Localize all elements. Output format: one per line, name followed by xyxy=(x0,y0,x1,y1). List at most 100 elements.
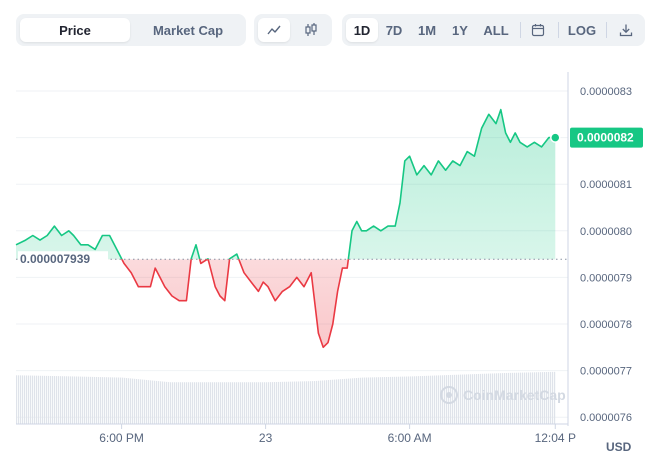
volume-bar xyxy=(206,382,208,424)
volume-bar xyxy=(74,376,76,424)
volume-bar xyxy=(286,381,288,424)
volume-bar xyxy=(162,381,164,424)
volume-bar xyxy=(332,379,334,424)
candlestick-icon xyxy=(305,23,317,36)
log-scale-button[interactable]: LOG xyxy=(567,22,597,38)
price-area xyxy=(16,109,556,348)
volume-bar xyxy=(462,374,464,424)
volume-bar xyxy=(94,376,96,424)
volume-bar xyxy=(200,382,202,424)
volume-bar xyxy=(324,380,326,424)
line-chart-button[interactable] xyxy=(258,18,290,42)
tab-market-cap[interactable]: Market Cap xyxy=(152,22,224,38)
volume-bar xyxy=(312,381,314,424)
volume-bar xyxy=(530,372,532,424)
volume-bar xyxy=(98,377,100,424)
volume-bar xyxy=(106,377,108,424)
candlestick-button[interactable] xyxy=(294,18,328,42)
volume-bar xyxy=(150,380,152,424)
volume-bar xyxy=(498,373,500,424)
price-line-up xyxy=(15,108,556,260)
volume-bar xyxy=(46,375,48,424)
volume-bar xyxy=(100,377,102,424)
volume-bar xyxy=(444,375,446,424)
x-tick-label: 23 xyxy=(259,431,273,445)
volume-bar xyxy=(208,382,210,424)
volume-bar xyxy=(466,374,468,424)
volume-bar xyxy=(346,378,348,424)
volume-bar xyxy=(122,377,124,424)
range-all[interactable]: ALL xyxy=(483,22,509,38)
volume-bar xyxy=(298,381,300,424)
volume-bar xyxy=(504,373,506,424)
volume-bar xyxy=(438,375,440,424)
download-button[interactable] xyxy=(612,18,640,42)
volume-bar xyxy=(528,372,530,424)
volume-bar xyxy=(214,382,216,424)
volume-bar xyxy=(406,376,408,424)
volume-bar xyxy=(548,371,550,424)
volume-bar xyxy=(422,375,424,424)
volume-bar xyxy=(514,372,516,424)
volume-bar xyxy=(478,373,480,424)
volume-bar xyxy=(228,382,230,424)
volume-bar xyxy=(248,382,250,424)
volume-bar xyxy=(264,382,266,424)
volume-bar xyxy=(300,381,302,424)
range-7d[interactable]: 7D xyxy=(385,22,403,38)
volume-bars xyxy=(16,371,556,424)
volume-bar xyxy=(526,372,528,424)
volume-bar xyxy=(402,376,404,424)
volume-bar xyxy=(66,376,68,424)
volume-bar xyxy=(190,382,192,424)
volume-bar xyxy=(408,376,410,424)
volume-bar xyxy=(60,376,62,424)
volume-bar xyxy=(102,377,104,424)
range-1d[interactable]: 1D xyxy=(346,18,378,42)
volume-bar xyxy=(252,382,254,424)
volume-bar xyxy=(70,376,72,424)
volume-bar xyxy=(426,375,428,424)
volume-bar xyxy=(450,374,452,424)
volume-bar xyxy=(38,375,40,424)
volume-bar xyxy=(30,375,32,424)
y-tick-label: 0.0000080 xyxy=(580,226,632,238)
volume-bar xyxy=(78,376,80,424)
volume-bar xyxy=(352,378,354,424)
volume-bar xyxy=(56,376,58,424)
volume-bar xyxy=(230,382,232,424)
volume-bar xyxy=(262,382,264,424)
volume-bar xyxy=(430,375,432,424)
volume-bar xyxy=(44,375,46,424)
calendar-button[interactable] xyxy=(524,18,552,42)
volume-bar xyxy=(480,373,482,424)
volume-bar xyxy=(198,382,200,424)
volume-bar xyxy=(516,372,518,424)
volume-bar xyxy=(126,378,128,424)
volume-bar xyxy=(36,375,38,424)
volume-bar xyxy=(314,381,316,424)
volume-bar xyxy=(34,375,36,424)
volume-bar xyxy=(176,382,178,424)
calendar-icon xyxy=(531,24,545,37)
volume-bar xyxy=(366,377,368,424)
tab-price[interactable]: Price xyxy=(20,18,130,42)
volume-bar xyxy=(64,376,66,424)
volume-bar xyxy=(316,380,318,424)
volume-bar xyxy=(518,372,520,424)
range-1y[interactable]: 1Y xyxy=(452,22,468,38)
volume-bar xyxy=(470,374,472,424)
volume-bar xyxy=(546,372,548,424)
volume-bar xyxy=(260,382,262,424)
range-1m[interactable]: 1M xyxy=(417,22,437,38)
volume-bar xyxy=(28,375,30,424)
volume-bar xyxy=(164,381,166,424)
volume-bar xyxy=(180,382,182,424)
volume-bar xyxy=(468,374,470,424)
volume-bar xyxy=(318,380,320,424)
volume-bar xyxy=(142,379,144,424)
volume-bar xyxy=(270,382,272,424)
volume-bar xyxy=(476,374,478,424)
volume-bar xyxy=(452,374,454,424)
volume-bar xyxy=(508,372,510,424)
